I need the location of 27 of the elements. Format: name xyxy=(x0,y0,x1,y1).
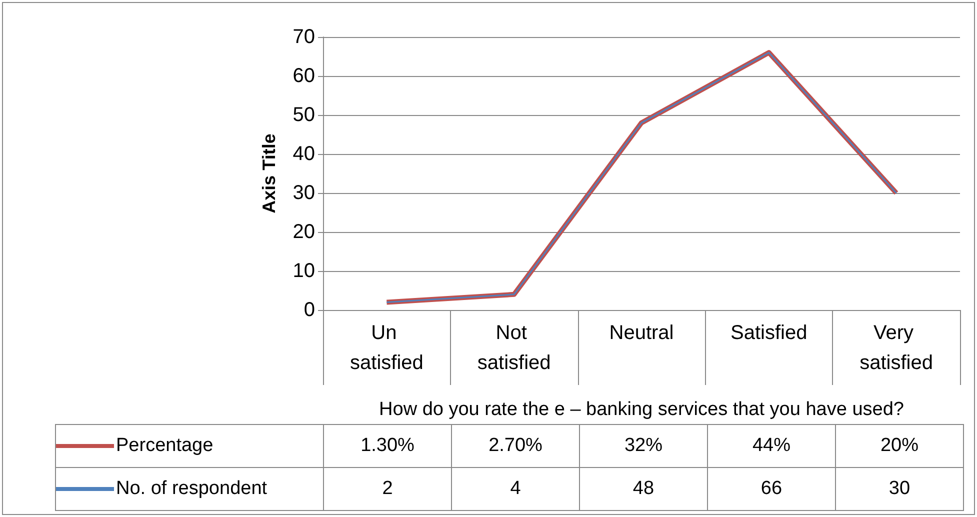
data-label: 30 xyxy=(836,468,964,510)
y-tick-label: 50 xyxy=(292,104,315,126)
data-label: 4 xyxy=(452,468,580,510)
y-tick-label: 30 xyxy=(292,182,315,204)
x-tick-label: Un satisfied xyxy=(350,322,424,374)
y-tick-label: 20 xyxy=(292,221,315,243)
data-label: 2 xyxy=(324,468,452,510)
x-tick-label: Neutral xyxy=(609,322,674,344)
x-tick-label: Satisfied xyxy=(730,322,808,344)
y-tick-label: 60 xyxy=(292,65,315,87)
x-axis-title: How do you rate the e – banking services that you have used? xyxy=(379,399,904,420)
legend-label: Percentage xyxy=(56,424,324,468)
text: 1.30% xyxy=(324,424,452,468)
legend-label: No. of respondent xyxy=(56,468,324,510)
data-label: 66 xyxy=(708,468,836,510)
x-tick-label: Not satisfied xyxy=(477,322,551,374)
data-label: 48 xyxy=(580,468,708,510)
y-tick-label: 40 xyxy=(292,143,315,165)
y-tick-label: 70 xyxy=(292,26,315,48)
x-tick-label: Very satisfied xyxy=(860,322,933,374)
y-tick-label: 10 xyxy=(292,260,315,282)
text: 20% xyxy=(836,424,964,468)
y-tick-label: 0 xyxy=(304,299,315,321)
text: 32% xyxy=(580,424,708,468)
text: 2.70% xyxy=(452,424,580,468)
y-axis-title: Axis Title xyxy=(259,134,279,214)
text: 44% xyxy=(708,424,836,468)
